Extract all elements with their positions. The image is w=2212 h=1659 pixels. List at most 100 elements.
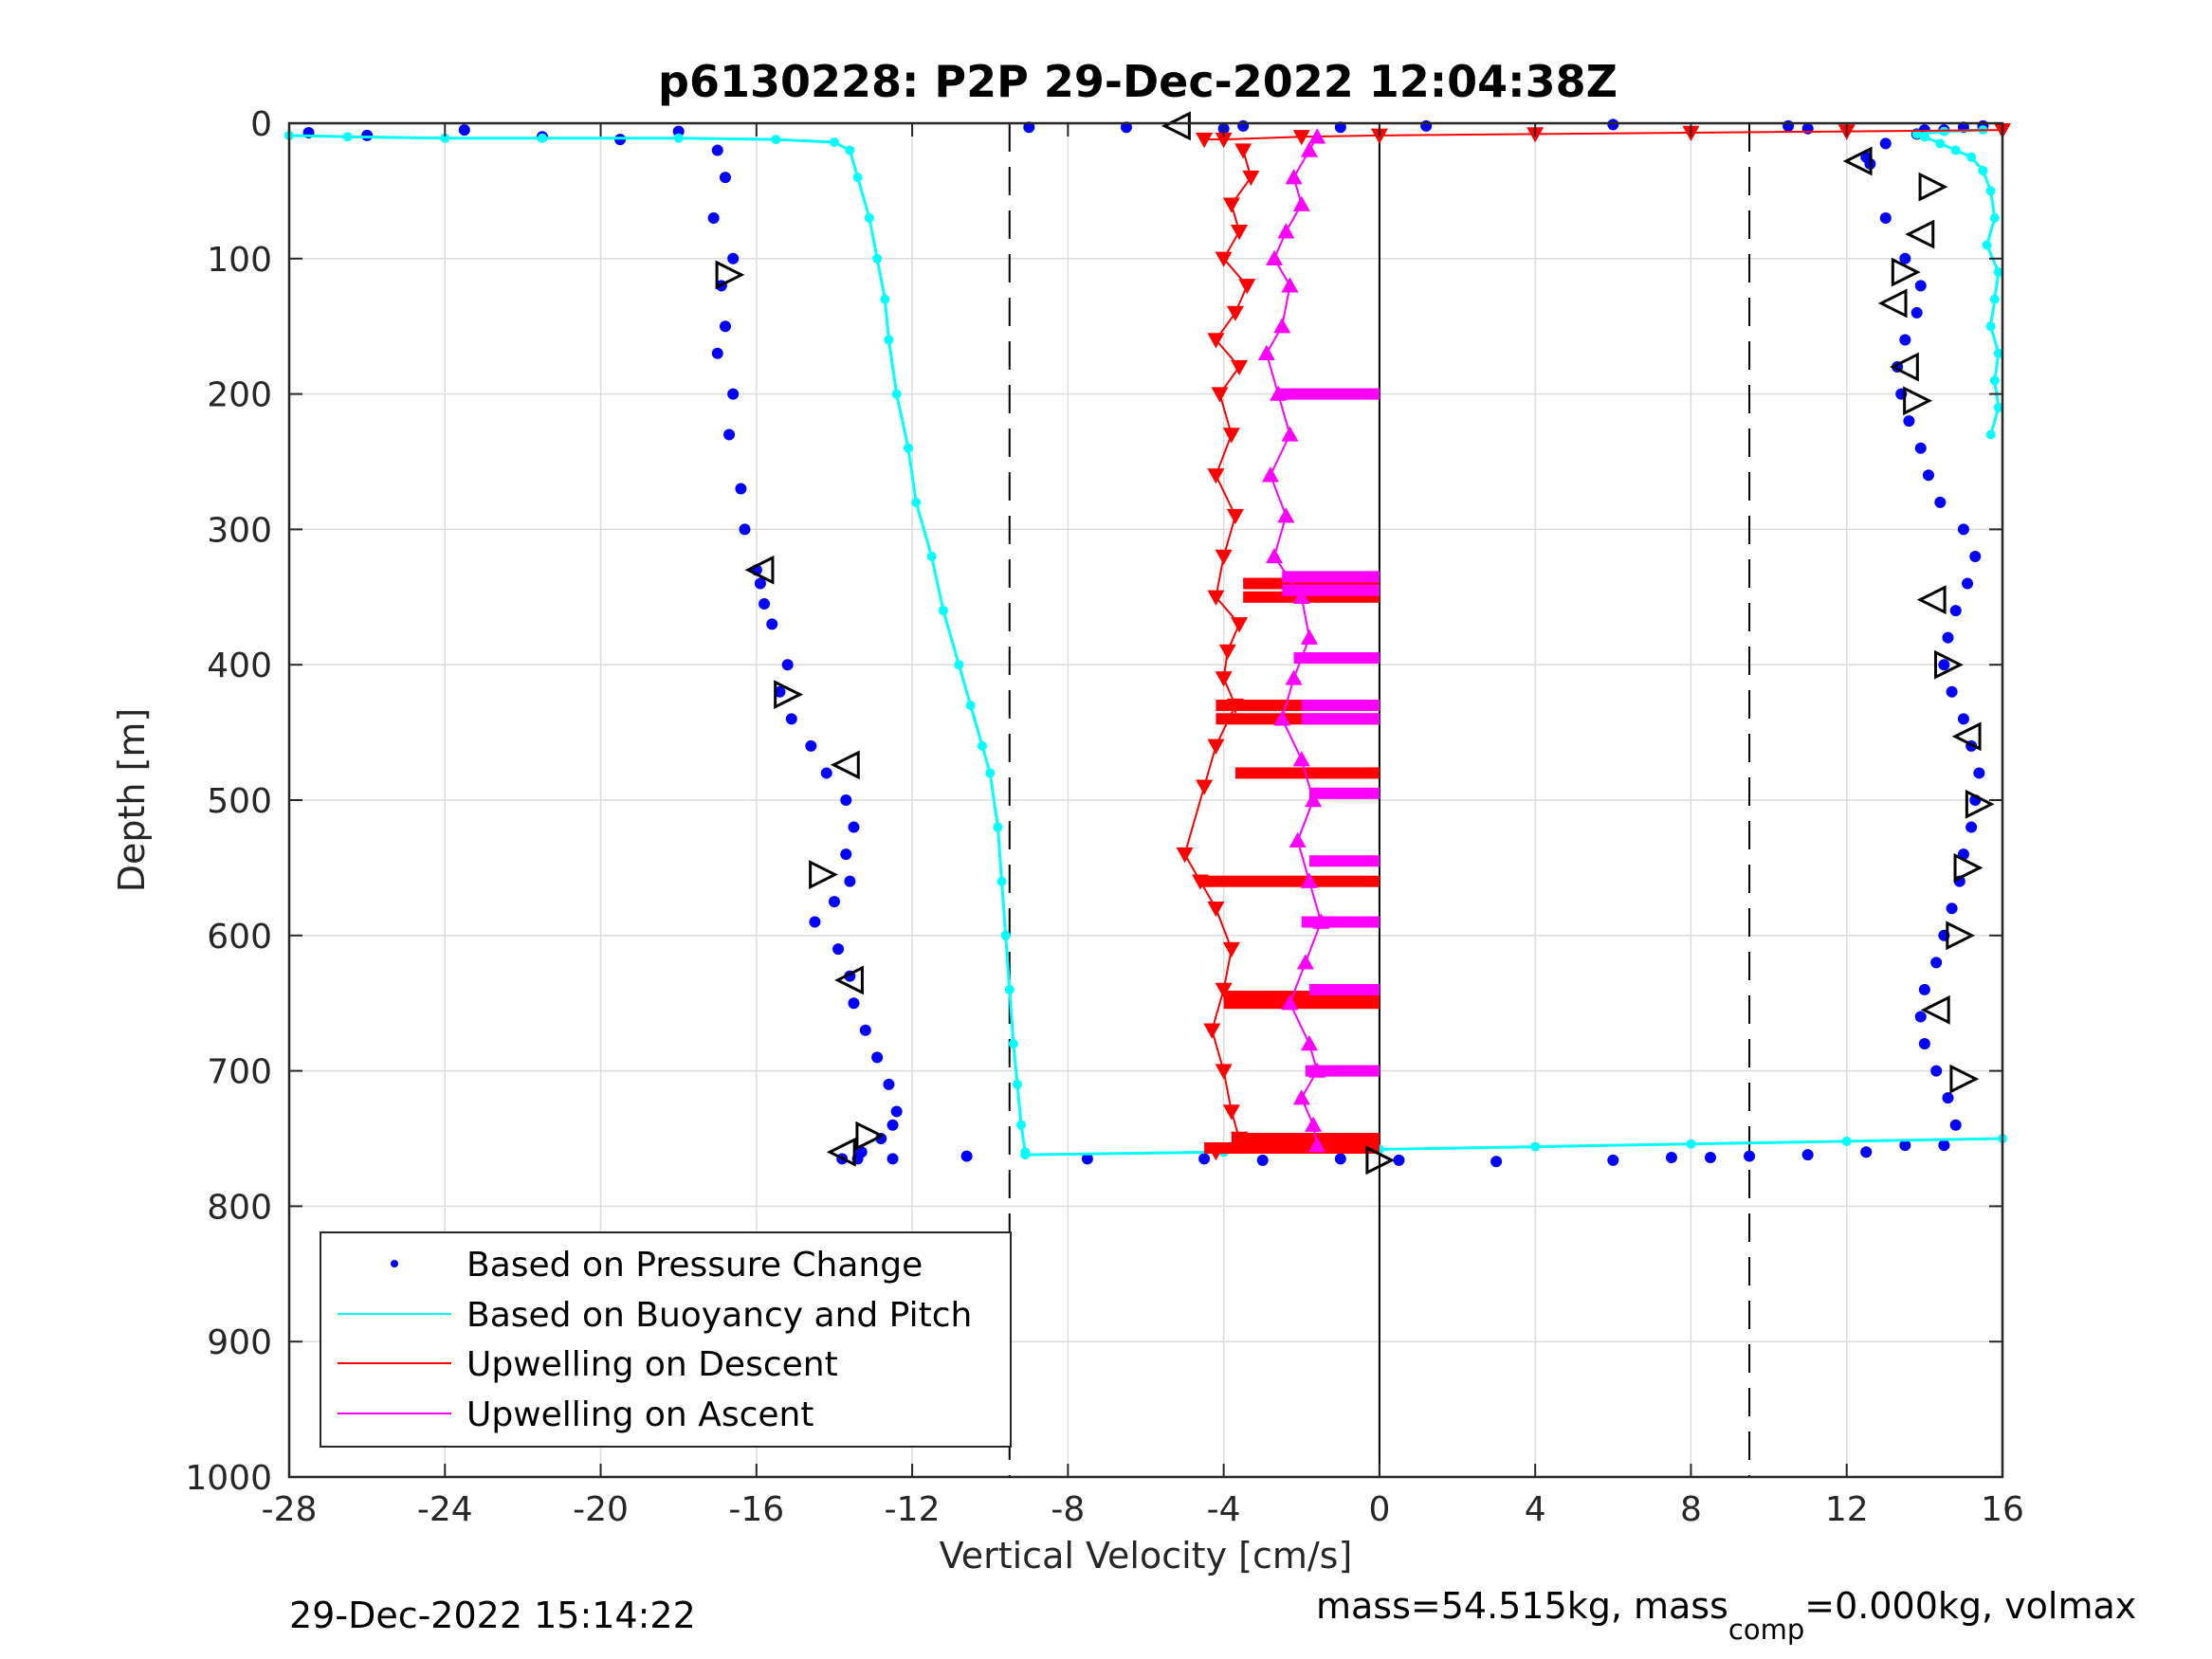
- data-point-based-on-pressure-change: [1922, 469, 1934, 482]
- legend-label-pressure-change: Based on Pressure Change: [466, 1246, 923, 1285]
- data-point-upwelling-on-ascent: [1285, 669, 1303, 685]
- x-tick-label: 16: [1981, 1490, 2024, 1529]
- data-point-based-on-pressure-change: [1899, 334, 1911, 346]
- turn-marker-left: [834, 965, 864, 995]
- data-point-upwelling-on-descent: [1222, 941, 1240, 958]
- data-point-based-on-pressure-change: [723, 428, 736, 441]
- turn-marker-left: [830, 750, 860, 780]
- x-tick-label: 12: [1825, 1490, 1869, 1529]
- y-tick-label: 300: [207, 511, 272, 550]
- data-point-based-on-pressure-change: [1942, 1092, 1954, 1104]
- series-band-upwelling-on-ascent: [1282, 571, 1380, 583]
- data-point-based-on-buoyancy-and-pitch: [342, 132, 353, 142]
- data-point-based-on-pressure-change: [1934, 496, 1947, 508]
- data-point-upwelling-on-descent: [1231, 359, 1249, 376]
- data-point-based-on-buoyancy-and-pitch: [1993, 402, 2003, 412]
- series-line-based-on-buoyancy-and-pitch: [288, 134, 1027, 1153]
- turn-marker-left: [1920, 994, 1950, 1025]
- data-point-based-on-buoyancy-and-pitch: [1950, 145, 1961, 155]
- data-point-based-on-buoyancy-and-pitch: [1993, 267, 2003, 278]
- turn-marker-right: [1946, 921, 1976, 951]
- data-point-upwelling-on-ascent: [1281, 277, 1299, 293]
- series-band-upwelling-on-ascent: [1305, 1065, 1380, 1077]
- data-point-based-on-pressure-change: [1914, 1011, 1927, 1023]
- data-point-based-on-pressure-change: [1918, 1038, 1930, 1050]
- data-point-based-on-pressure-change: [887, 1119, 899, 1131]
- data-point-upwelling-on-ascent: [1305, 792, 1323, 808]
- y-tick-label: 100: [207, 241, 272, 280]
- x-tick-label: 0: [1368, 1490, 1390, 1529]
- data-point-upwelling-on-descent: [1226, 698, 1244, 715]
- turn-marker-right: [1953, 852, 1983, 883]
- data-point-upwelling-on-ascent: [1277, 223, 1295, 239]
- grid-lines: [289, 123, 2002, 1477]
- data-point-based-on-buoyancy-and-pitch: [954, 660, 964, 670]
- series-band-upwelling-on-ascent: [1301, 916, 1380, 928]
- legend-item-upwelling-descent: Upwelling on Descent: [338, 1345, 838, 1384]
- turn-marker-left: [1889, 352, 1919, 382]
- data-point-based-on-pressure-change: [1910, 306, 1923, 319]
- data-point-based-on-buoyancy-and-pitch: [771, 135, 781, 145]
- data-point-based-on-buoyancy-and-pitch: [978, 740, 988, 751]
- legend-label-buoyancy-pitch: Based on Buoyancy and Pitch: [466, 1296, 972, 1335]
- y-tick-label: 500: [207, 782, 272, 821]
- turn-marker-left: [826, 1137, 856, 1167]
- data-point-based-on-pressure-change: [1256, 1154, 1269, 1166]
- data-point-based-on-pressure-change: [1393, 1154, 1405, 1166]
- turn-marker-right: [1891, 257, 1921, 287]
- data-point-upwelling-on-ascent: [1292, 1089, 1310, 1105]
- data-point-based-on-pressure-change: [1607, 1154, 1619, 1166]
- data-point-upwelling-on-ascent: [1270, 385, 1288, 401]
- data-point-based-on-buoyancy-and-pitch: [985, 768, 996, 778]
- data-point-based-on-pressure-change: [739, 523, 751, 536]
- series-based-on-pressure-change: [302, 118, 1989, 1168]
- data-point-based-on-buoyancy-and-pitch: [1966, 152, 1977, 162]
- legend-box: [320, 1231, 1012, 1448]
- data-point-based-on-pressure-change: [672, 125, 685, 137]
- data-point-based-on-pressure-change: [1918, 983, 1930, 995]
- data-point-based-on-buoyancy-and-pitch: [673, 133, 684, 143]
- footer-timestamp: 29-Dec-2022 15:14:22: [289, 1595, 696, 1636]
- data-point-upwelling-on-ascent: [1308, 1062, 1326, 1078]
- data-point-based-on-buoyancy-and-pitch: [537, 133, 547, 143]
- data-point-based-on-pressure-change: [883, 1078, 895, 1090]
- legend-item-buoyancy-pitch: Based on Buoyancy and Pitch: [338, 1296, 972, 1335]
- data-point-upwelling-on-descent: [1203, 1023, 1221, 1039]
- data-point-upwelling-on-descent: [1196, 132, 1214, 149]
- data-point-upwelling-on-ascent: [1273, 318, 1291, 334]
- data-point-based-on-pressure-change: [1938, 659, 1950, 671]
- y-tick-label: 800: [207, 1188, 272, 1227]
- series-band-upwelling-on-ascent: [1308, 787, 1380, 799]
- data-point-upwelling-on-ascent: [1308, 1137, 1326, 1153]
- axis-ticks: -28 -24 -20 -16 -12 -8 -4 0 4 8 12 16 0 100 200 300 400 5…: [185, 105, 2024, 1529]
- turn-marker-right: [1903, 386, 1933, 416]
- data-point-based-on-buoyancy-and-pitch: [1989, 375, 2000, 386]
- data-point-upwelling-on-descent: [1238, 279, 1256, 295]
- data-point-based-on-pressure-change: [1490, 1156, 1503, 1168]
- data-point-based-on-buoyancy-and-pitch: [1985, 321, 1996, 332]
- data-point-based-on-pressure-change: [727, 252, 740, 264]
- data-point-upwelling-on-ascent: [1281, 994, 1299, 1011]
- data-point-based-on-pressure-change: [1782, 119, 1795, 132]
- series-band-upwelling-on-descent: [1231, 1133, 1380, 1144]
- series-band-upwelling-on-ascent: [1293, 652, 1380, 665]
- series-band-upwelling-on-ascent: [1301, 713, 1380, 725]
- data-point-upwelling-on-ascent: [1300, 629, 1318, 645]
- footer-mass-info: mass=54.515kg, masscomp=0.000kg, volmax: [1316, 1585, 2136, 1646]
- data-point-based-on-pressure-change: [828, 896, 840, 908]
- turn-marker-right: [774, 680, 804, 710]
- data-point-upwelling-on-descent: [1215, 549, 1233, 565]
- data-point-upwelling-on-ascent: [1266, 547, 1284, 564]
- data-point-based-on-pressure-change: [820, 767, 832, 779]
- data-point-upwelling-on-ascent: [1273, 710, 1291, 726]
- data-point-upwelling-on-descent: [1207, 333, 1225, 349]
- data-point-based-on-buoyancy-and-pitch: [1919, 132, 1929, 142]
- x-tick-label: -24: [417, 1490, 473, 1529]
- data-point-based-on-pressure-change: [458, 124, 470, 137]
- data-point-upwelling-on-descent: [1226, 305, 1244, 321]
- x-tick-label: -4: [1207, 1490, 1241, 1529]
- data-point-based-on-pressure-change: [1930, 1065, 1943, 1077]
- x-tick-label: -12: [885, 1490, 941, 1529]
- y-tick-label: 400: [207, 647, 272, 685]
